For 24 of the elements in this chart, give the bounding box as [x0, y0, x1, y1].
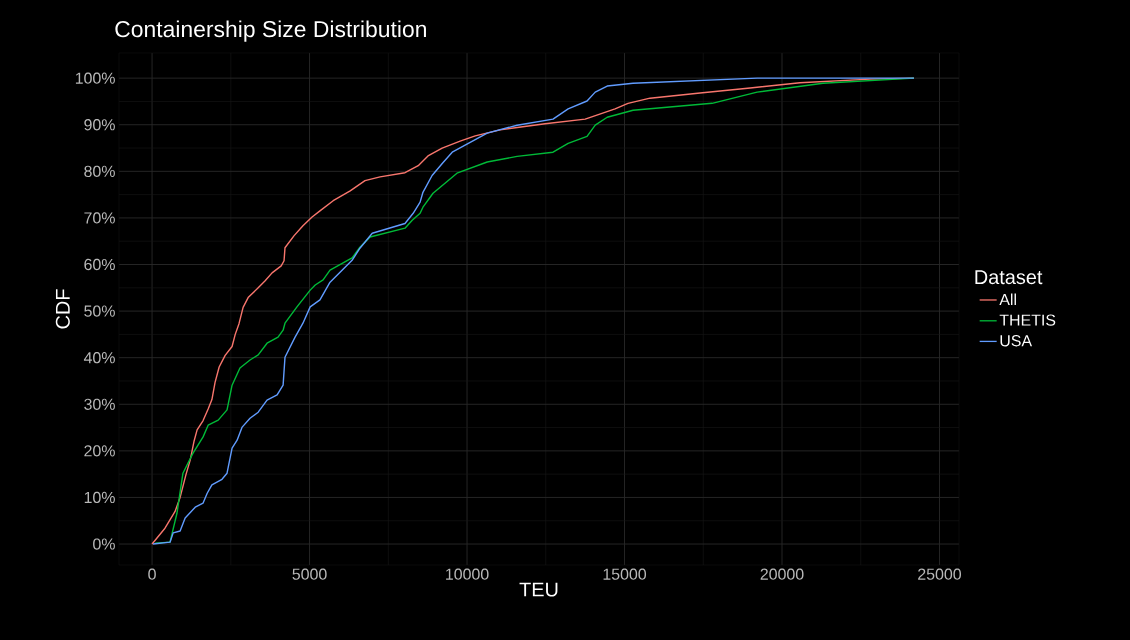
legend-label: USA [1000, 335, 1033, 347]
y-tick-label: 40% [83, 352, 115, 364]
x-tick-label: 5000 [292, 568, 327, 580]
y-axis-title: CDF [55, 289, 70, 329]
y-tick-label: 90% [84, 119, 115, 131]
y-tick-label: 100% [75, 72, 115, 84]
y-tick-label: 70% [84, 212, 115, 224]
x-tick-label: 20000 [760, 568, 804, 580]
legend-title: Dataset [975, 270, 1043, 285]
x-axis-title: TEU [519, 582, 558, 597]
y-tick-label: 0% [93, 538, 115, 550]
y-tick-label: 60% [84, 258, 115, 271]
x-tick-label: 10000 [446, 568, 489, 580]
chart-title: Containership Size Distribution [115, 20, 426, 42]
y-tick-label: 50% [84, 305, 115, 317]
y-tick-label: 30% [84, 398, 115, 410]
legend-label: All [999, 293, 1016, 306]
y-tick-label: 20% [84, 445, 115, 457]
x-tick-label: 0 [148, 568, 156, 580]
y-tick-label: 80% [84, 165, 115, 177]
x-tick-label: 25000 [918, 568, 962, 580]
x-tick-label: 15000 [603, 568, 647, 580]
y-tick-label: 10% [84, 491, 115, 504]
legend-label: THETIS [999, 314, 1056, 326]
